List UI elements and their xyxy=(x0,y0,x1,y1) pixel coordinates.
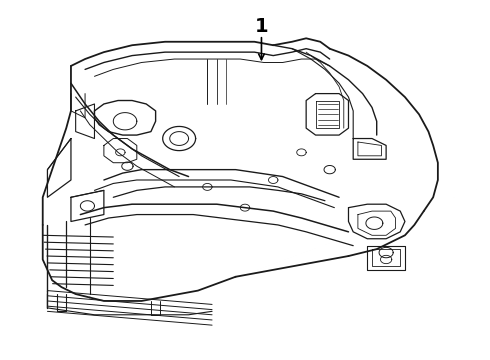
Text: 1: 1 xyxy=(255,17,269,36)
